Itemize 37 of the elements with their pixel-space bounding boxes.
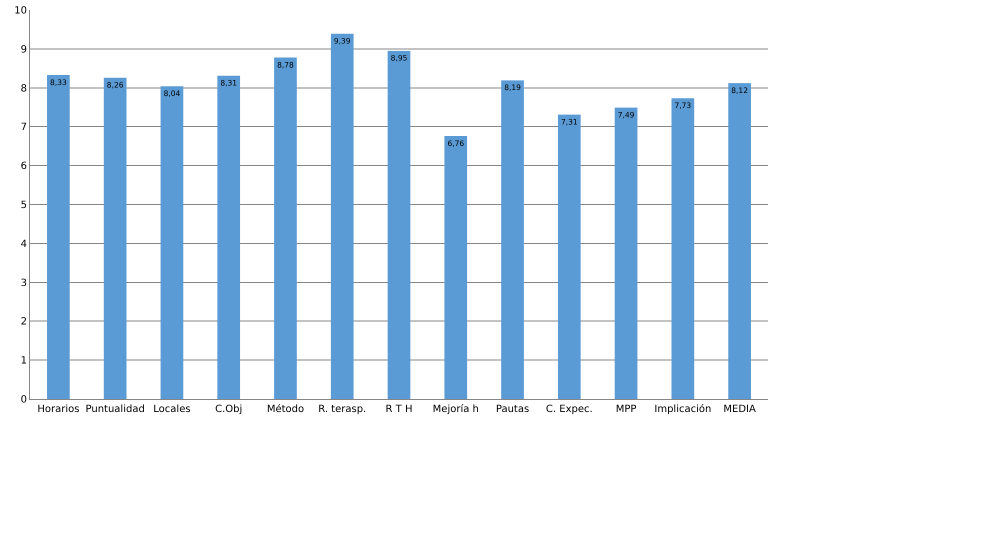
- bar: [728, 83, 751, 399]
- x-tick-label: Pautas: [496, 404, 530, 415]
- y-tick-label: 6: [20, 161, 27, 172]
- x-tick-label: Puntualidad: [86, 404, 145, 415]
- bar: [104, 78, 127, 399]
- bar: [217, 76, 240, 399]
- x-tick-label: Método: [266, 404, 304, 415]
- x-tick-label: Horarios: [37, 404, 80, 415]
- x-tick-label: MEDIA: [723, 404, 756, 415]
- bar: [330, 34, 354, 399]
- y-tick-label: 8: [20, 83, 27, 94]
- x-tick-label: MPP: [616, 404, 636, 415]
- bar: [558, 114, 581, 399]
- x-tick-label: Implicación: [654, 404, 712, 415]
- x-tick-label: Locales: [153, 404, 191, 415]
- y-tick-label: 3: [20, 278, 27, 289]
- bar: [274, 57, 297, 399]
- bar: [47, 74, 70, 399]
- bar: [444, 136, 468, 399]
- bar: [501, 80, 524, 399]
- bar: [614, 108, 638, 399]
- x-tick-label: C. Expec.: [546, 404, 593, 415]
- x-tick-label: R T H: [386, 404, 412, 415]
- y-tick-label: 0: [20, 394, 27, 406]
- x-tick-label: C.Obj: [215, 404, 242, 415]
- bar: [671, 98, 694, 399]
- y-tick-label: 1: [20, 356, 27, 367]
- x-tick-label: R. terasp.: [318, 404, 366, 415]
- y-tick-label: 7: [20, 122, 27, 134]
- y-tick-label: 4: [20, 238, 27, 250]
- y-tick-label: 9: [20, 44, 27, 56]
- y-tick-label: 5: [20, 200, 27, 211]
- y-tick-label: 2: [20, 316, 27, 328]
- x-tick-label: Mejoría h: [432, 404, 479, 415]
- bar: [388, 50, 410, 399]
- bar: [160, 86, 184, 399]
- y-tick-label: 10: [14, 6, 27, 16]
